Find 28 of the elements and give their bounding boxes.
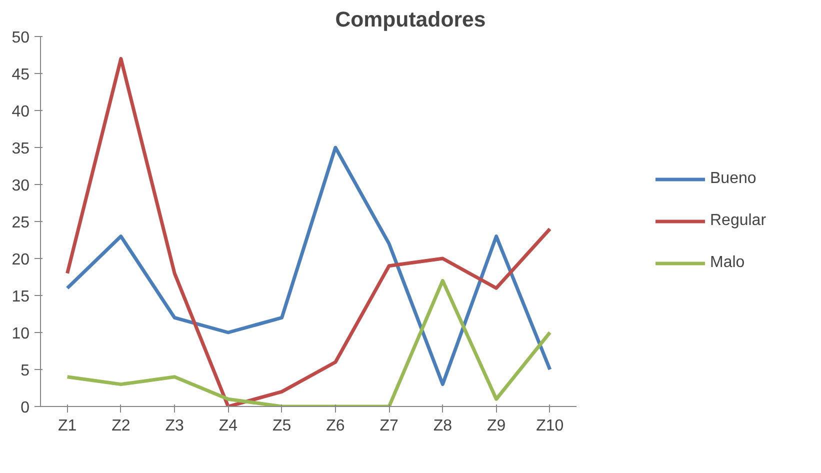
y-tick-label: 50: [12, 30, 30, 46]
line-series: [66, 278, 552, 406]
x-tick-label: Z7: [380, 418, 398, 434]
y-tick-label: 0: [20, 400, 30, 416]
legend-label: Regular: [710, 212, 768, 230]
line-series: [66, 146, 552, 386]
x-tick-label: Z3: [165, 418, 184, 434]
y-tick-label: 45: [12, 66, 30, 84]
y-tick-label: 10: [12, 326, 30, 342]
x-tick-label: Z2: [112, 418, 130, 434]
y-tick-label: 15: [12, 288, 30, 306]
x-tick-label: Z5: [272, 418, 292, 434]
x-tick-label: Z6: [326, 418, 345, 434]
y-tick-label: 25: [12, 214, 30, 232]
y-tick-label: 20: [12, 252, 30, 268]
x-tick-label: Z1: [58, 418, 77, 434]
x-tick-label: Z8: [433, 418, 452, 434]
x-tick-label: Z10: [536, 418, 564, 434]
legend-label: Malo: [710, 254, 746, 272]
y-tick-label: 5: [20, 362, 30, 380]
y-tick-label: 40: [12, 104, 30, 120]
x-tick-label: Z4: [218, 418, 238, 434]
legend-label: Bueno: [710, 170, 758, 188]
y-tick-label: 30: [12, 178, 30, 194]
chart-title: Computadores: [335, 8, 486, 32]
line-series: [66, 56, 552, 406]
y-tick-label: 35: [12, 140, 30, 158]
x-tick-label: Z9: [486, 418, 506, 434]
